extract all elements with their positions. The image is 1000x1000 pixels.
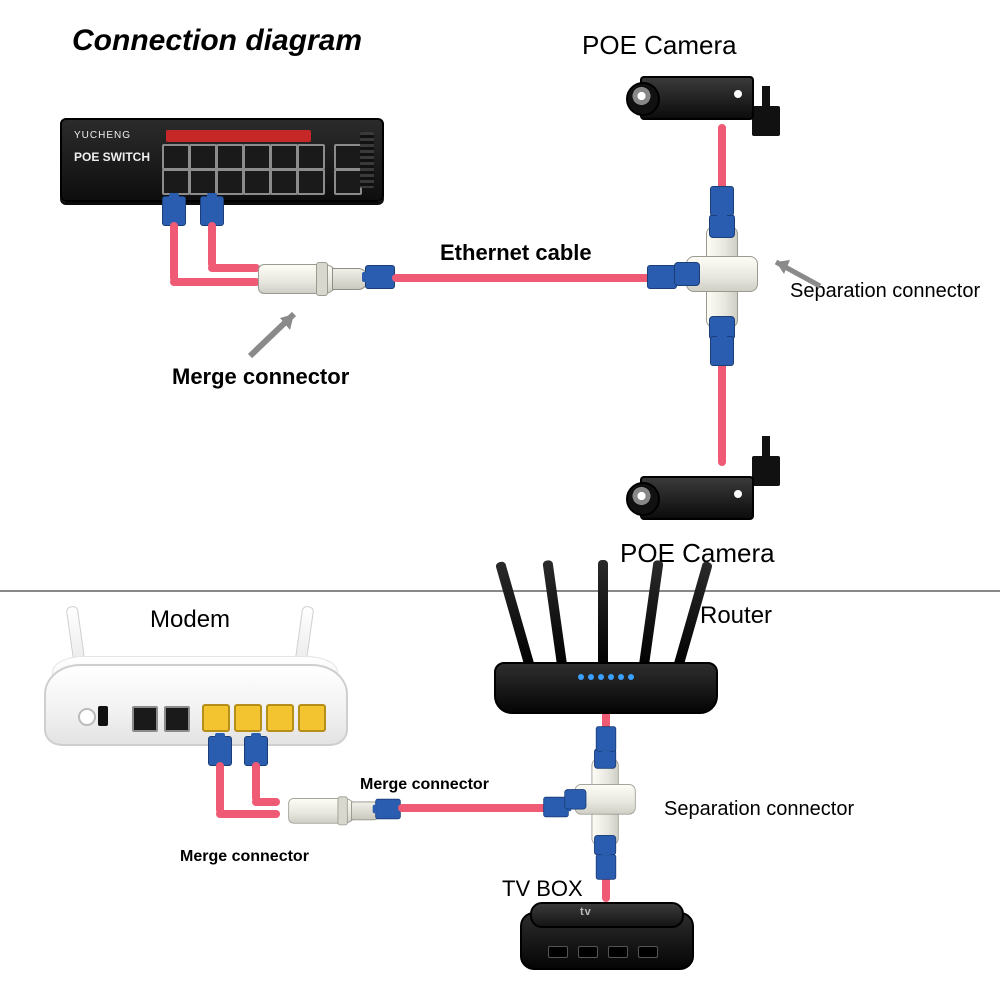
ethernet-label: Ethernet cable bbox=[440, 240, 592, 266]
antenna-icon bbox=[495, 561, 535, 669]
switch-name: POE SWITCH bbox=[74, 150, 150, 164]
tvbox-label: TV BOX bbox=[502, 876, 583, 902]
switch-poe-ports bbox=[162, 144, 321, 191]
cable-segment bbox=[216, 810, 280, 818]
antenna-icon bbox=[542, 560, 567, 670]
switch-poe-strip bbox=[166, 130, 311, 142]
tv-box: tv bbox=[520, 902, 690, 972]
antenna-icon bbox=[638, 560, 663, 670]
rj45-plug-icon bbox=[647, 265, 677, 289]
antenna-icon bbox=[598, 560, 608, 670]
cable-segment bbox=[252, 762, 260, 802]
cable-segment bbox=[208, 264, 260, 272]
separation-connector bbox=[566, 750, 643, 852]
rj45-plug-icon bbox=[365, 265, 395, 289]
merge-label-top: Merge connector bbox=[172, 364, 349, 390]
cable-segment bbox=[398, 804, 548, 812]
cable-segment bbox=[216, 762, 224, 814]
rj45-plug-icon bbox=[375, 799, 401, 819]
camera-bottom-label: POE Camera bbox=[620, 538, 775, 569]
router bbox=[494, 566, 714, 716]
rj45-plug-icon bbox=[596, 726, 616, 752]
page-title: Connection diagram bbox=[72, 24, 362, 58]
poe-switch: YUCHENG POE SWITCH bbox=[60, 118, 384, 202]
rj45-plug-icon bbox=[710, 186, 734, 216]
cable-segment bbox=[170, 278, 260, 286]
poe-camera-bottom bbox=[640, 452, 780, 522]
camera-top-label: POE Camera bbox=[582, 30, 737, 61]
modem bbox=[44, 634, 344, 754]
merge-connector bbox=[288, 791, 382, 828]
merge-label-b1: Merge connector bbox=[360, 776, 489, 794]
arrow-icon bbox=[766, 252, 826, 292]
modem-label: Modem bbox=[150, 606, 230, 634]
separation-connector bbox=[676, 216, 766, 336]
poe-camera-top bbox=[640, 70, 780, 140]
merge-connector bbox=[258, 256, 368, 300]
separation-label-bottom: Separation connector bbox=[664, 798, 854, 821]
switch-uplink-ports bbox=[334, 144, 358, 191]
antenna-icon bbox=[673, 561, 713, 669]
switch-brand: YUCHENG bbox=[74, 130, 131, 141]
switch-vents-icon bbox=[360, 132, 374, 188]
cable-segment bbox=[252, 798, 280, 806]
rj45-plug-icon bbox=[596, 854, 616, 880]
rj45-plug-icon bbox=[710, 336, 734, 366]
ethernet-cable bbox=[392, 274, 654, 282]
cable-segment bbox=[208, 222, 216, 268]
tvbox-logo: tv bbox=[580, 906, 592, 918]
arrow-icon bbox=[240, 306, 310, 362]
merge-label-b2: Merge connector bbox=[180, 848, 309, 866]
cable-segment bbox=[170, 222, 178, 282]
